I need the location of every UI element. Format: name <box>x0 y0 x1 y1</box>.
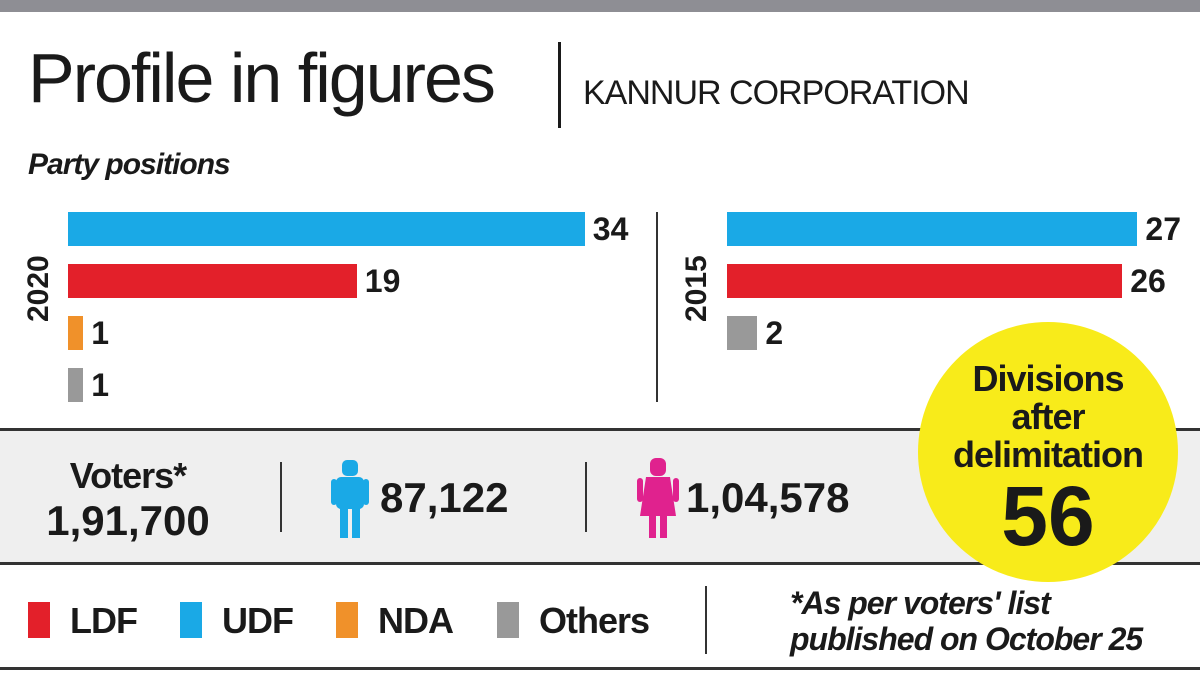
bar-others <box>68 368 84 402</box>
divider <box>585 462 587 532</box>
value-label-ldf: 19 <box>364 263 401 299</box>
bottom-rule <box>0 667 1200 670</box>
footnote-line2: published on October 25 <box>790 621 1143 657</box>
divider <box>280 462 282 532</box>
men-voters: 87,122 <box>380 474 509 521</box>
voters-total: 1,91,700 <box>46 497 210 544</box>
women-voters: 1,04,578 <box>686 474 850 521</box>
legend-divider <box>705 586 707 654</box>
subtitle: KANNUR CORPORATION <box>583 74 970 112</box>
legend-swatch-ldf <box>28 602 50 638</box>
value-label-udf: 27 <box>1145 211 1181 247</box>
legend-swatch-nda <box>336 602 358 638</box>
bar-udf <box>727 212 1138 246</box>
footnote-line1: *As per voters' list <box>790 585 1051 621</box>
divisions-line1: Divisions <box>972 358 1124 399</box>
legend-nda: NDA <box>378 600 454 641</box>
legend-others: Others <box>539 600 650 641</box>
legend-ldf: LDF <box>70 600 138 641</box>
bar-ldf <box>727 264 1123 298</box>
value-label-ldf: 26 <box>1130 263 1166 299</box>
value-label-others: 2 <box>765 315 784 351</box>
chart-2020: 34 19 1 1 <box>68 211 648 412</box>
voters-label: Voters* <box>69 455 187 496</box>
divisions-value: 56 <box>1001 469 1095 563</box>
year-label-2020: 2020 <box>22 255 55 322</box>
chart-2015: 27 26 2 <box>727 211 1197 412</box>
divisions-line2: after <box>1011 396 1085 437</box>
value-label-others: 1 <box>91 367 109 403</box>
panel-divider <box>656 212 658 402</box>
page-title: Profile in figures <box>28 39 496 117</box>
year-label-2015: 2015 <box>680 255 713 322</box>
legend-udf: UDF <box>222 600 294 641</box>
legend-swatch-udf <box>180 602 202 638</box>
man-icon <box>331 460 369 538</box>
bar-ldf <box>68 264 357 298</box>
bar-udf <box>68 212 585 246</box>
voters-block: Voters* 1,91,700 <box>30 455 226 545</box>
legend-swatch-others <box>497 602 519 638</box>
title-divider <box>558 42 561 128</box>
woman-icon <box>637 458 679 538</box>
bar-others <box>727 316 758 350</box>
footnote: *As per voters' list published on Octobe… <box>790 585 1143 657</box>
divisions-line3: delimitation <box>952 434 1144 475</box>
top-band <box>0 0 1200 12</box>
value-label-udf: 34 <box>592 211 629 247</box>
value-label-nda: 1 <box>91 315 109 351</box>
section-heading: Party positions <box>28 148 231 181</box>
divisions-badge: Divisions after delimitation 56 <box>918 322 1178 582</box>
bar-nda <box>68 316 84 350</box>
